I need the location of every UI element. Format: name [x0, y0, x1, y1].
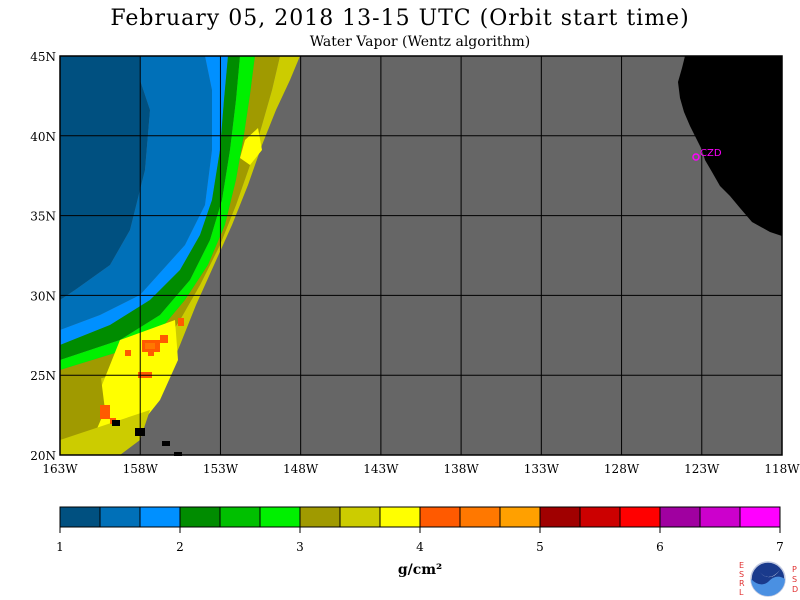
hotspot-3 — [100, 405, 110, 419]
island-0 — [112, 420, 120, 426]
station-icon — [692, 153, 700, 161]
logo-letter: P — [792, 565, 797, 574]
colorbar-unit: g/cm² — [397, 562, 443, 578]
vapor-band-9 — [60, 410, 150, 455]
hotspot-6 — [178, 318, 184, 326]
lon-tick-label: 153W — [203, 462, 239, 476]
vapor-band-10 — [240, 128, 262, 165]
island-2 — [162, 441, 170, 446]
colorbar-swatch — [99, 506, 141, 528]
lon-tick-label: 118W — [764, 462, 800, 476]
colorbar-swatch — [259, 506, 301, 528]
psd-letters: PSD — [792, 565, 798, 594]
colorbar-swatch — [739, 506, 781, 528]
logo-letter: S — [792, 575, 797, 584]
lat-tick-label: 30N — [30, 289, 56, 303]
noaa-bird-icon — [758, 570, 780, 578]
colorbar-swatch — [619, 506, 661, 528]
colorbar-tick-label: 3 — [296, 540, 304, 554]
hotspot-1 — [160, 335, 168, 343]
graticule — [59, 55, 783, 456]
colorbar-tick-label: 7 — [776, 540, 784, 554]
lon-tick-label: 138W — [443, 462, 479, 476]
colorbar-swatch — [419, 506, 461, 528]
colorbar-swatch — [459, 506, 501, 528]
lat-tick-label: 25N — [30, 369, 56, 383]
hotspot-core — [145, 343, 155, 349]
lon-tick-label: 163W — [42, 462, 78, 476]
logo-letter: S — [739, 570, 744, 579]
colorbar-swatch — [499, 506, 541, 528]
vapor-band-1 — [60, 56, 212, 330]
station-label: CZD — [700, 148, 722, 159]
lat-tick-label: 45N — [30, 50, 56, 64]
colorbar-swatch — [299, 506, 341, 528]
colorbar-swatch — [699, 506, 741, 528]
lat-tick-label: 20N — [30, 449, 56, 463]
logo-letter: E — [739, 561, 744, 570]
colorbar-swatch — [659, 506, 701, 528]
logo-letter: R — [739, 579, 745, 588]
page-title: February 05, 2018 13-15 UTC (Orbit start… — [110, 6, 690, 31]
colorbar-tick-label: 1 — [56, 540, 64, 554]
page-subtitle: Water Vapor (Wentz algorithm) — [309, 34, 531, 50]
colorbar: 1 2 3 4 5 6 7 — [56, 506, 784, 554]
colorbar-tick-label: 2 — [176, 540, 184, 554]
colorbar-swatch — [179, 506, 221, 528]
logo-letter: L — [739, 588, 744, 597]
lat-tick-label: 35N — [30, 210, 56, 224]
hotspot-7 — [125, 350, 131, 356]
hotspot-5 — [148, 350, 154, 356]
colorbar-swatch — [139, 506, 181, 528]
colorbar-swatch — [219, 506, 261, 528]
colorbar-swatch — [339, 506, 381, 528]
noaa-wave-icon — [751, 576, 785, 596]
logo-letter: D — [792, 585, 798, 594]
vapor-band-0 — [60, 56, 150, 300]
lon-tick-label: 128W — [604, 462, 640, 476]
us-west-coast — [678, 56, 782, 236]
colorbar-swatch — [539, 506, 581, 528]
colorbar-tick-label: 6 — [656, 540, 664, 554]
colorbar-swatch — [59, 506, 101, 528]
colorbar-swatch — [579, 506, 621, 528]
lon-tick-label: 143W — [363, 462, 399, 476]
station-marker: CZD — [692, 148, 722, 161]
lon-tick-label: 158W — [123, 462, 159, 476]
colorbar-tick-label: 4 — [416, 540, 424, 554]
lon-tick-label: 133W — [524, 462, 560, 476]
lon-tick-label: 148W — [283, 462, 319, 476]
colorbar-swatch — [379, 506, 421, 528]
colorbar-tick-label: 5 — [536, 540, 544, 554]
vapor-band-2 — [60, 56, 228, 345]
lat-tick-label: 40N — [30, 130, 56, 144]
map-plot — [59, 55, 783, 456]
lon-tick-label: 123W — [684, 462, 720, 476]
island-3 — [174, 452, 182, 456]
